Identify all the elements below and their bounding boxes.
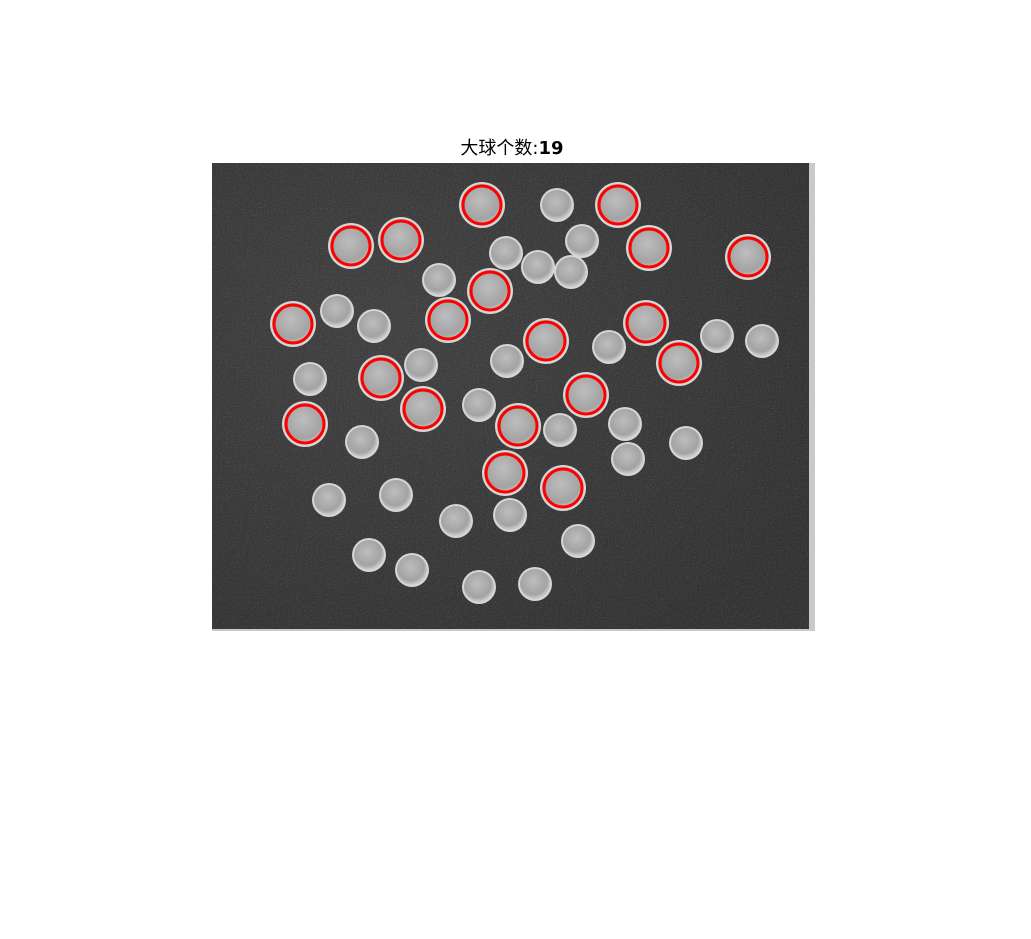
background-texture [212,163,809,629]
detected-circle-mark [542,467,584,509]
large-ball [725,234,771,280]
small-ball [462,570,496,604]
small-ball [320,294,354,328]
small-ball [404,348,438,382]
small-ball [518,567,552,601]
detected-circle-mark [469,270,511,312]
detected-circle-mark [461,184,503,226]
large-ball [623,300,669,346]
small-ball [611,442,645,476]
detected-circle-mark [525,320,567,362]
detected-circle-mark [402,388,444,430]
small-ball [462,388,496,422]
small-ball [565,224,599,258]
small-ball [669,426,703,460]
small-ball [357,309,391,343]
detected-circle-mark [330,225,372,267]
title-prefix: 大球个数: [460,138,539,159]
large-ball [482,450,528,496]
small-ball [745,324,779,358]
small-ball [293,362,327,396]
detected-circle-mark [565,374,607,416]
large-ball [378,217,424,263]
small-ball [554,255,588,289]
small-ball [490,344,524,378]
small-ball [700,319,734,353]
small-ball [345,425,379,459]
small-ball [592,330,626,364]
large-ball [523,318,569,364]
detected-circle-mark [484,452,526,494]
small-ball [352,538,386,572]
small-ball [439,504,473,538]
detected-circle-mark [597,184,639,226]
figure-title: 大球个数:19 [212,137,812,161]
large-ball [563,372,609,418]
large-ball [282,401,328,447]
detected-circle-mark [497,405,539,447]
small-ball [543,413,577,447]
large-ball [270,301,316,347]
detected-circle-mark [628,227,670,269]
small-ball [493,498,527,532]
detected-circle-mark [272,303,314,345]
small-ball [379,478,413,512]
large-ball [626,225,672,271]
large-ball [425,297,471,343]
ball-image [212,163,809,629]
large-ball [400,386,446,432]
detected-circle-mark [360,357,402,399]
large-ball [467,268,513,314]
small-ball [395,553,429,587]
detected-circle-mark [658,342,700,384]
detected-circle-mark [380,219,422,261]
large-ball [358,355,404,401]
large-ball [656,340,702,386]
small-ball [521,250,555,284]
large-ball [495,403,541,449]
small-ball [608,407,642,441]
small-ball [489,236,523,270]
balls-layer [270,182,779,604]
small-ball [561,524,595,558]
detected-circle-mark [727,236,769,278]
detected-circle-mark [625,302,667,344]
small-ball [312,483,346,517]
detected-circle-mark [284,403,326,445]
large-ball [328,223,374,269]
circle-marks-layer [272,184,769,509]
small-ball [422,263,456,297]
detected-circle-mark [427,299,469,341]
small-ball [540,188,574,222]
large-ball [459,182,505,228]
large-ball [595,182,641,228]
ball-count: 19 [538,138,564,159]
large-ball [540,465,586,511]
